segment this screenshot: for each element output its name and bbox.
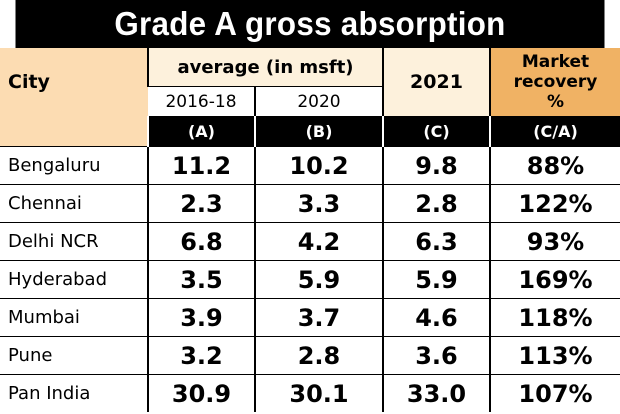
label-b: (B): [254, 116, 383, 147]
value-b: 2.8: [254, 336, 383, 375]
value-a: 11.2: [147, 146, 255, 185]
city-cell: Bengaluru: [0, 146, 148, 185]
value-c: 3.6: [382, 336, 490, 375]
value-a: 3.5: [147, 260, 255, 299]
value-a: 30.9: [147, 374, 255, 412]
table-row: Pune 3.2 2.8 3.6 113%: [0, 336, 620, 375]
header-market-line: Market: [521, 52, 590, 72]
value-b: 4.2: [254, 222, 383, 261]
value-b: 10.2: [254, 146, 383, 185]
absorption-table: City average (in msft) 2021 Market recov…: [0, 48, 620, 412]
city-cell: Delhi NCR: [0, 222, 148, 261]
value-c: 2.8: [382, 184, 490, 223]
value-recovery: 118%: [489, 298, 620, 337]
value-recovery: 122%: [489, 184, 620, 223]
header-average: average (in msft): [147, 48, 383, 87]
value-recovery: 93%: [489, 222, 620, 261]
table-row: Delhi NCR 6.8 4.2 6.3 93%: [0, 222, 620, 261]
label-c: (C): [382, 116, 490, 147]
value-b: 3.7: [254, 298, 383, 337]
table-row: Hyderabad 3.5 5.9 5.9 169%: [0, 260, 620, 299]
city-cell: Hyderabad: [0, 260, 148, 299]
value-recovery: 107%: [489, 374, 620, 412]
header-2021: 2021: [382, 48, 490, 116]
value-c: 33.0: [382, 374, 490, 412]
value-recovery: 88%: [489, 146, 620, 185]
value-c: 9.8: [382, 146, 490, 185]
header-city-spacer: [0, 116, 148, 147]
value-b: 5.9: [254, 260, 383, 299]
header-city: City: [0, 48, 148, 116]
value-a: 3.9: [147, 298, 255, 337]
table-title: Grade A gross absorption: [15, 0, 605, 48]
value-recovery: 113%: [489, 336, 620, 375]
value-a: 2.3: [147, 184, 255, 223]
value-c: 4.6: [382, 298, 490, 337]
table-row: Bengaluru 11.2 10.2 9.8 88%: [0, 146, 620, 185]
header-2016-18: 2016-18: [148, 86, 255, 116]
label-c-over-a: (C/A): [489, 116, 620, 147]
header-percent-line: %: [546, 92, 565, 112]
table-row: Chennai 2.3 3.3 2.8 122%: [0, 184, 620, 223]
header-recovery-line: recovery: [513, 72, 598, 92]
city-cell: Pune: [0, 336, 148, 375]
label-a: (A): [147, 116, 255, 147]
value-a: 3.2: [147, 336, 255, 375]
value-b: 3.3: [254, 184, 383, 223]
table-row: Pan India 30.9 30.1 33.0 107%: [0, 374, 620, 412]
value-b: 30.1: [254, 374, 383, 412]
table-row: Mumbai 3.9 3.7 4.6 118%: [0, 298, 620, 337]
header-2020: 2020: [254, 86, 383, 116]
city-cell: Chennai: [0, 184, 148, 223]
header-market-recovery: Market recovery %: [489, 48, 620, 116]
value-a: 6.8: [147, 222, 255, 261]
value-recovery: 169%: [489, 260, 620, 299]
value-c: 6.3: [382, 222, 490, 261]
value-c: 5.9: [382, 260, 490, 299]
city-cell: Pan India: [0, 374, 148, 412]
city-cell: Mumbai: [0, 298, 148, 337]
